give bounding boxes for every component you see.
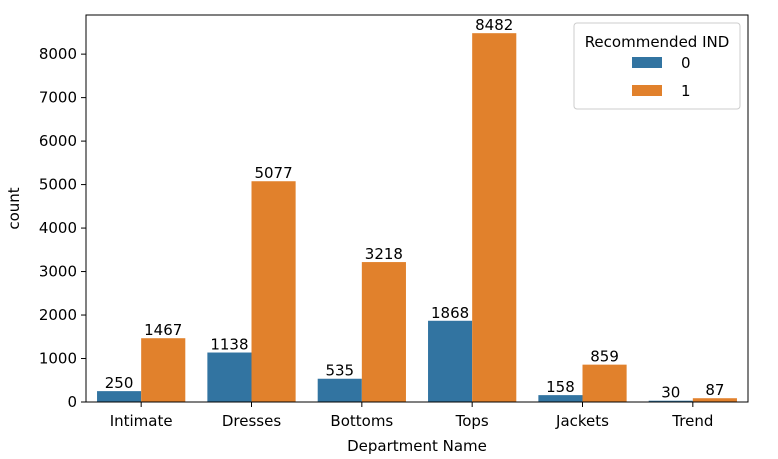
legend-swatch-1 <box>632 85 662 96</box>
bars-layer <box>97 33 737 403</box>
y-tick-label-1000: 1000 <box>39 350 77 368</box>
x-axis-label: Department Name <box>347 437 487 455</box>
bar-label-bottoms-series-0: 535 <box>325 362 354 380</box>
y-tick-label-4000: 4000 <box>39 219 77 237</box>
y-tick-label-5000: 5000 <box>39 176 77 194</box>
bar-label-tops-series-1: 8482 <box>475 16 513 34</box>
bar-label-intimate-series-0: 250 <box>105 374 134 392</box>
legend-entry-0: 0 <box>681 54 691 72</box>
y-tick-label-8000: 8000 <box>39 45 77 63</box>
legend-swatch-0 <box>632 57 662 68</box>
bar-intimate-series-0 <box>97 391 142 402</box>
y-tick-label-3000: 3000 <box>39 263 77 281</box>
y-axis-ticks: 0 1000 2000 3000 4000 5000 6000 7000 8000 <box>39 45 86 411</box>
bar-label-dresses-series-0: 1138 <box>210 336 248 354</box>
legend-title: Recommended IND <box>585 33 730 51</box>
x-tick-label-jackets: Jackets <box>555 412 609 430</box>
bar-label-trend-series-1: 87 <box>705 381 724 399</box>
x-tick-label-bottoms: Bottoms <box>330 412 393 430</box>
bar-tops-series-1 <box>472 33 517 403</box>
legend-entry-1: 1 <box>681 82 691 100</box>
x-tick-label-tops: Tops <box>455 412 489 430</box>
bar-label-jackets-series-0: 158 <box>546 378 575 396</box>
y-tick-label-2000: 2000 <box>39 306 77 324</box>
x-tick-label-intimate: Intimate <box>110 412 173 430</box>
bar-label-tops-series-0: 1868 <box>431 304 469 322</box>
y-tick-label-7000: 7000 <box>39 89 77 107</box>
bar-labels-layer: 250 1467 1138 5077 535 3218 1868 8482 158 859 30 87 <box>105 16 725 402</box>
bar-label-dresses-series-1: 5077 <box>254 164 292 182</box>
bar-jackets-series-0 <box>538 395 583 402</box>
bar-label-bottoms-series-1: 3218 <box>365 245 403 263</box>
bar-jackets-series-1 <box>582 364 627 402</box>
bar-label-trend-series-0: 30 <box>661 384 680 402</box>
bar-trend-series-1 <box>692 398 737 402</box>
bar-dresses-series-0 <box>207 352 252 402</box>
bar-bottoms-series-1 <box>361 262 406 402</box>
y-tick-label-0: 0 <box>67 393 77 411</box>
bar-label-jackets-series-1: 859 <box>590 348 619 366</box>
x-tick-label-dresses: Dresses <box>222 412 281 430</box>
bar-intimate-series-1 <box>141 338 186 402</box>
y-tick-label-6000: 6000 <box>39 132 77 150</box>
x-axis-ticks: Intimate Dresses Bottoms Tops Jackets Trend <box>110 402 713 430</box>
bar-bottoms-series-0 <box>317 378 362 402</box>
axes-frame <box>85 14 749 403</box>
y-axis-label: count <box>5 187 23 229</box>
bar-dresses-series-1 <box>251 181 296 402</box>
legend: Recommended IND 0 1 <box>573 22 741 110</box>
bar-trend-series-0 <box>648 400 693 402</box>
bar-label-intimate-series-1: 1467 <box>144 321 182 339</box>
bar-tops-series-0 <box>428 320 473 402</box>
x-tick-label-trend: Trend <box>671 412 713 430</box>
